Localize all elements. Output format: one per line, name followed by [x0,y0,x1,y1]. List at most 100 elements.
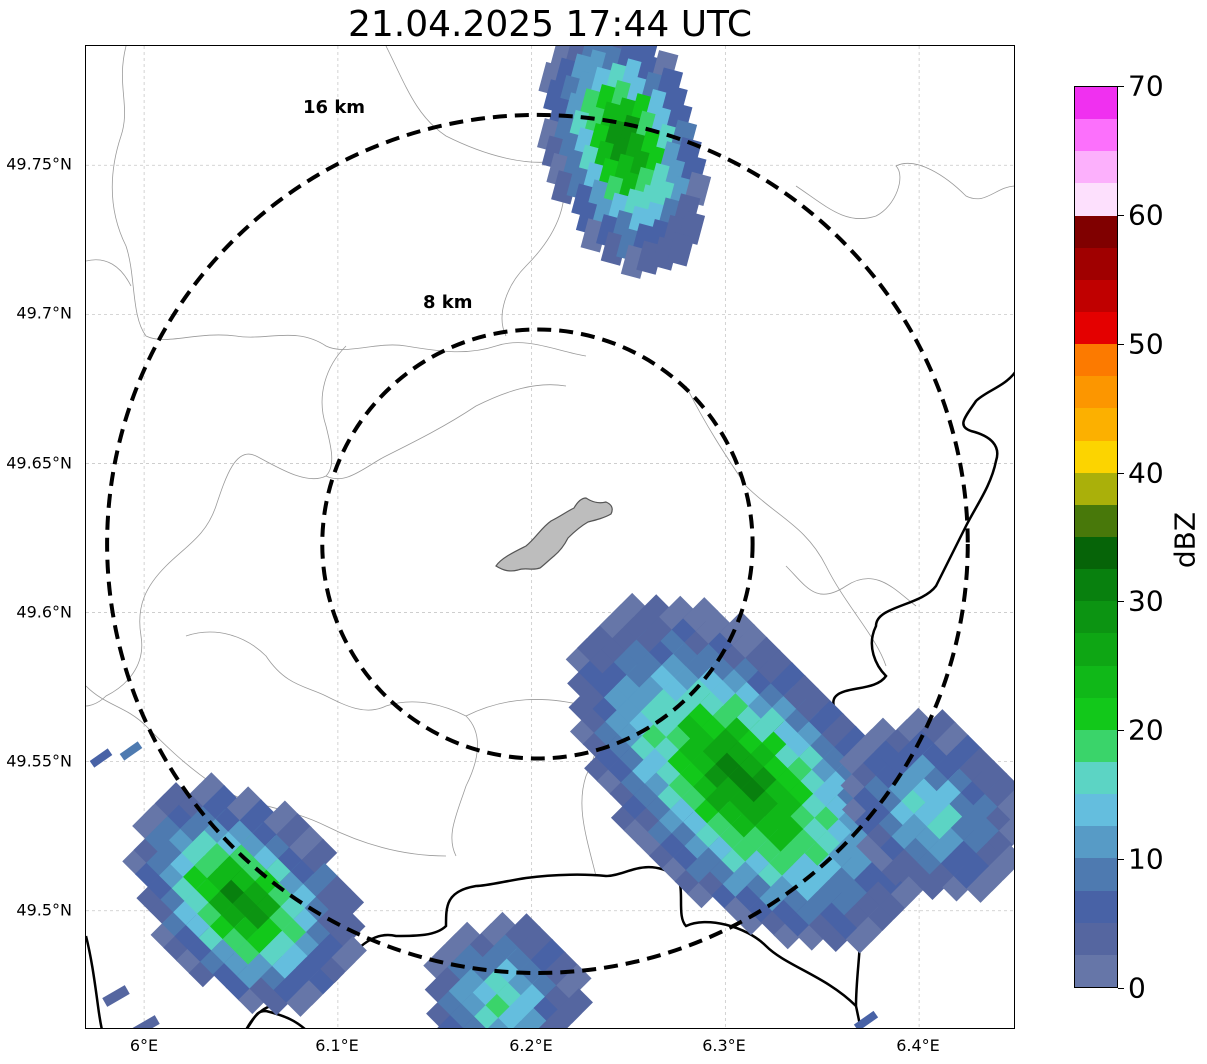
colorbar-tick-mark [1118,859,1124,861]
range-ring [320,327,755,761]
echo-cell [315,875,352,911]
colorbar-tick-mark [1118,730,1124,732]
lat-tick: 49.6°N [16,602,72,622]
echo-cell [556,964,592,1000]
colorbar-segment [1075,119,1117,152]
colorbar-segment [1075,537,1117,570]
colorbar-tick-label: 50 [1128,327,1164,361]
echo-cell [998,809,1014,845]
colorbar-segment [1075,344,1117,377]
echo-cell [732,623,768,660]
echo-cell [481,911,517,948]
echo-cell [997,785,1014,821]
echo-cell [897,707,933,744]
echo-cell [989,844,1014,881]
echo-cell [132,1015,160,1028]
colorbar-unit-label: dBZ [1168,511,1202,569]
colorbar-tick-mark [1118,472,1124,474]
radar-map-canvas [86,46,1014,1028]
colorbar-tick-label: 10 [1128,842,1164,876]
echo-cell [303,862,339,899]
echo-cell [770,662,807,698]
chart-title: 21.04.2025 17:44 UTC [347,4,753,45]
colorbar-tick-mark [1118,601,1124,603]
lat-tick: 49.65°N [6,453,72,473]
echo-cell [328,888,365,924]
colorbar-segment [1075,183,1117,216]
echo-cell [861,717,898,753]
colorbar-segment [1075,472,1117,505]
colorbar-segment [1075,376,1117,409]
colorbar-tick-label: 60 [1128,198,1164,232]
radar-map[interactable] [85,45,1015,1029]
echo-cell [331,936,367,972]
colorbar-segment [1075,569,1117,602]
echo-cell [984,772,1014,809]
colorbar-segment [1075,247,1117,280]
colorbar-tick-label: 0 [1128,971,1146,1005]
colorbar-segment [1075,762,1117,795]
echo-cell [959,747,995,783]
colorbar-segment [1075,922,1117,955]
echo-cell [972,760,1008,796]
colorbar-tick-label: 30 [1128,584,1164,618]
echo-cell [190,772,226,808]
echo-cell [683,597,719,633]
colorbar-segment [1075,440,1117,473]
lat-tick: 49.7°N [16,303,72,323]
echo-cell [289,826,325,862]
echo-cell [745,636,781,673]
colorbar-segment [1075,954,1117,987]
echo-cell [263,800,300,836]
lon-tick: 6.2°E [509,1036,553,1055]
lon-tick: 6.3°E [702,1036,746,1055]
colorbar-segment [1075,215,1117,248]
echo-cell [445,921,482,958]
colorbar-segment [1075,665,1117,698]
echo-cell [530,938,567,975]
lat-tick: 49.55°N [6,751,72,771]
colorbar-tick-label: 20 [1128,713,1164,747]
colorbar-segment [1075,504,1117,538]
echo-cell [921,709,957,745]
lat-tick: 49.5°N [16,900,72,920]
echo-cell [154,782,191,818]
echo-cell [102,985,130,1007]
echo-cell [796,687,832,723]
colorbar-segment [1075,826,1117,859]
echo-cell [946,734,982,770]
echo-cell [301,838,338,875]
range-ring [105,112,970,976]
colorbar-segment [1075,601,1117,634]
colorbar-segment [1075,633,1117,666]
colorbar-segment [1075,890,1117,923]
echo-cell [276,813,312,849]
echo-cell [239,799,275,835]
colorbar-segment [1075,87,1117,120]
colorbar-tick-mark [1118,86,1124,87]
echo-cell [933,721,970,758]
echo-cell [821,713,858,749]
range-rings [105,112,970,976]
echo-cell [834,725,870,762]
colorbar-segment [1075,794,1117,827]
echo-cell [119,741,143,761]
echo-cell [987,820,1014,857]
lon-tick: 6.4°E [896,1036,940,1055]
echo-cell [808,700,845,736]
echo-cell [89,748,113,768]
echo-cell [719,611,756,647]
echo-cell [518,926,554,962]
echo-cell [659,595,695,632]
lat-tick: 49.75°N [6,154,72,174]
colorbar-segment [1075,312,1117,345]
echo-cell [610,592,647,629]
echo-cell [667,232,695,267]
echo-cell [783,674,819,711]
city-outline [495,497,613,572]
ring-label-16km: 16 km [303,97,366,118]
ring-label-8km: 8 km [423,292,473,313]
echo-cell [557,988,593,1024]
colorbar-segment [1075,151,1117,184]
colorbar-segment [1075,697,1117,730]
